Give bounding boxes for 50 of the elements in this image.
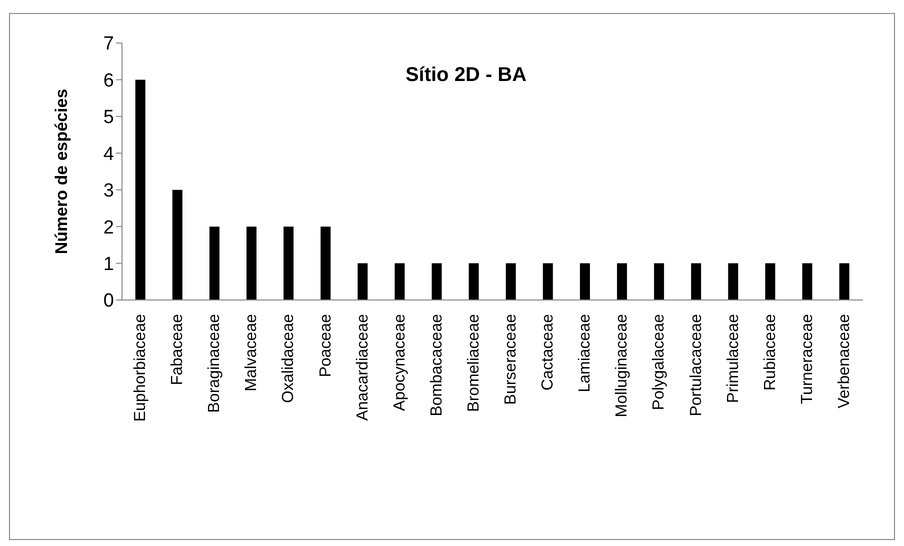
x-tick-label: Bromeliaceae (465, 314, 482, 412)
y-tick-label: 2 (103, 217, 114, 238)
x-tick-label: Rubiaceae (762, 314, 779, 390)
y-tick-label: 7 (103, 34, 114, 55)
bar (209, 226, 220, 300)
bar (616, 263, 627, 300)
x-tick-label: Apocynaceae (391, 314, 408, 411)
y-axis-title: Número de espécies (52, 88, 72, 254)
y-tick-label: 5 (103, 107, 114, 128)
x-tick-label: Euphorbiaceae (132, 314, 150, 422)
x-tick-label: Turneraceae (798, 314, 816, 404)
bar (542, 263, 553, 300)
bar (135, 80, 146, 300)
bar (580, 263, 590, 300)
bar (394, 263, 405, 300)
bar (691, 263, 702, 300)
x-tick-label: Verbenaceae (836, 314, 853, 408)
x-tick-label: Anacardiaceae (354, 314, 372, 421)
bar (654, 263, 664, 300)
bar (284, 226, 294, 300)
text: Sítio 2D - BA (405, 64, 527, 87)
y-tick-label: 3 (103, 180, 114, 202)
bar (839, 263, 850, 300)
bar (432, 263, 442, 300)
x-tick-label: Oxalidaceae (280, 314, 298, 403)
x-tick-label: Molluginaceae (614, 314, 631, 418)
bar (246, 226, 256, 300)
bar (320, 226, 331, 300)
bar (468, 263, 479, 300)
bar (358, 263, 368, 300)
x-tick-label: Cactaceae (540, 314, 557, 390)
bar (765, 263, 776, 300)
x-tick-label: Polygalaceae (650, 314, 668, 410)
y-tick-label: 0 (103, 290, 114, 312)
y-tick-label: 6 (103, 70, 114, 92)
x-tick-label: Portulacaceae (688, 314, 705, 416)
x-tick-label: Boraginaceae (206, 314, 224, 413)
y-tick-label: 1 (103, 254, 114, 276)
x-tick-label: Bombacaceae (428, 314, 446, 416)
bar (172, 190, 182, 300)
x-tick-label: Fabaceae (169, 314, 186, 386)
bar (802, 263, 812, 300)
x-tick-label: Burseraceae (502, 314, 520, 405)
x-tick-label: Poaceae (317, 314, 334, 378)
bar (506, 263, 516, 300)
x-tick-label: Malvaceae (243, 314, 260, 392)
x-tick-label: Primulaceae (724, 314, 742, 403)
y-tick-label: 4 (103, 144, 114, 165)
x-tick-label: Lamiaceae (576, 314, 594, 392)
bar (728, 263, 738, 300)
